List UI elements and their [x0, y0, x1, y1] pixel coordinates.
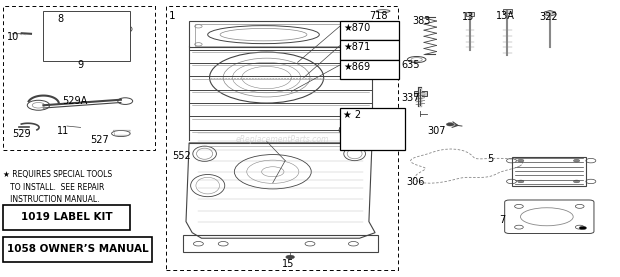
Text: 337: 337 — [402, 93, 420, 103]
Text: ★870: ★870 — [343, 23, 370, 33]
Text: 13A: 13A — [496, 11, 515, 21]
Circle shape — [574, 180, 580, 183]
Bar — [340, 108, 405, 150]
FancyBboxPatch shape — [503, 9, 512, 13]
Bar — [3, 6, 155, 150]
Text: 529A: 529A — [62, 96, 87, 106]
Text: 527: 527 — [90, 135, 108, 145]
FancyBboxPatch shape — [466, 12, 474, 16]
Text: eReplacementParts.com: eReplacementParts.com — [236, 135, 329, 144]
Text: 1058 OWNER’S MANUAL: 1058 OWNER’S MANUAL — [7, 244, 148, 254]
Text: ★869: ★869 — [343, 61, 370, 71]
Bar — [3, 237, 152, 262]
Circle shape — [286, 255, 294, 259]
Bar — [166, 6, 398, 270]
Text: 11: 11 — [57, 126, 69, 136]
Text: 9: 9 — [78, 60, 84, 70]
Bar — [340, 21, 399, 40]
Text: 552: 552 — [172, 151, 191, 161]
Text: 10: 10 — [7, 32, 20, 42]
Text: 15: 15 — [282, 259, 294, 269]
Text: ★ 2: ★ 2 — [343, 110, 361, 120]
Text: 13: 13 — [462, 12, 474, 22]
Text: 8: 8 — [57, 14, 63, 24]
Text: 306: 306 — [406, 177, 425, 187]
Circle shape — [518, 180, 524, 183]
Text: 1019 LABEL KIT: 1019 LABEL KIT — [21, 212, 112, 222]
Circle shape — [579, 226, 587, 230]
Text: 307: 307 — [428, 126, 446, 136]
Bar — [340, 60, 399, 79]
Text: 1: 1 — [169, 11, 175, 20]
Text: 7: 7 — [499, 215, 505, 225]
Text: 529: 529 — [12, 129, 31, 139]
Text: 718: 718 — [370, 11, 388, 20]
Text: ★871: ★871 — [343, 42, 370, 52]
Polygon shape — [544, 11, 556, 16]
Circle shape — [446, 123, 454, 126]
FancyBboxPatch shape — [414, 91, 427, 96]
Text: ★ REQUIRES SPECIAL TOOLS
   TO INSTALL.  SEE REPAIR
   INSTRUCTION MANUAL.: ★ REQUIRES SPECIAL TOOLS TO INSTALL. SEE… — [3, 170, 112, 204]
Bar — [340, 40, 399, 60]
Text: 383: 383 — [412, 16, 431, 26]
Text: 635: 635 — [402, 60, 420, 70]
Circle shape — [574, 159, 580, 162]
Bar — [43, 11, 130, 61]
Text: 322: 322 — [539, 12, 558, 22]
Bar — [3, 205, 130, 230]
Circle shape — [518, 159, 524, 162]
Text: 5: 5 — [487, 154, 493, 164]
